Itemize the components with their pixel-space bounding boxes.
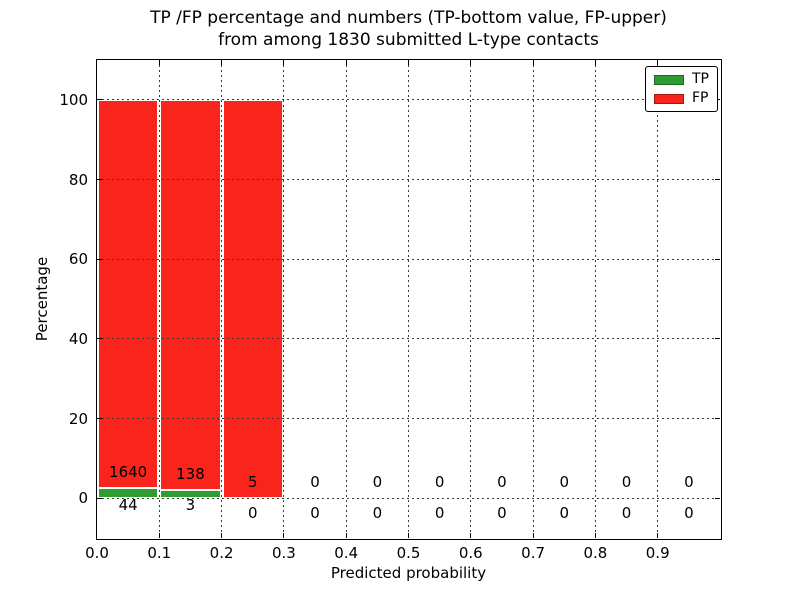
v-gridline (283, 60, 285, 538)
bar-segment-tp (98, 487, 159, 499)
y-tick-label: 20 (68, 409, 88, 428)
x-tick-label: 0.9 (645, 544, 670, 562)
x-tick-mark-bottom (657, 533, 659, 538)
tp-swatch-icon (654, 74, 684, 85)
x-tick-mark-top (221, 60, 223, 65)
fp-count-label: 0 (684, 473, 694, 492)
x-tick-mark-bottom (408, 533, 409, 538)
y-tick-label: 40 (68, 329, 88, 348)
fp-count-label: 0 (559, 473, 570, 492)
y-tick-label: 0 (78, 489, 88, 508)
fp-count-label: 138 (176, 464, 205, 483)
v-gridline (158, 60, 160, 538)
fp-count-label: 0 (621, 473, 632, 492)
tp-count-label: 0 (621, 504, 632, 523)
y-tick-mark-right (715, 338, 720, 340)
x-tick-mark-bottom (345, 533, 347, 538)
x-tick-mark-bottom (221, 533, 223, 538)
plot-area (95, 58, 722, 540)
v-gridline (594, 60, 596, 538)
v-gridline (408, 60, 409, 538)
tp-count-label: 3 (185, 496, 196, 515)
y-tick-mark-left (97, 99, 102, 101)
v-gridline (345, 60, 347, 538)
x-tick-label: 0.0 (85, 544, 109, 562)
v-gridline (221, 60, 223, 538)
y-axis-label: Percentage (33, 256, 51, 342)
x-tick-mark-top (470, 60, 472, 65)
x-tick-mark-bottom (594, 533, 596, 538)
y-tick-label: 100 (59, 90, 88, 109)
tp-count-label: 0 (434, 504, 445, 523)
legend-entry-fp: FP (654, 91, 709, 106)
y-tick-label: 80 (68, 170, 88, 189)
v-gridline (532, 60, 534, 538)
legend-entry-tp: TP (654, 72, 709, 87)
x-tick-mark-bottom (470, 533, 472, 538)
bar-segment-tp (160, 489, 221, 499)
bar-segment-fp (160, 99, 221, 490)
tp-count-label: 0 (372, 504, 383, 523)
chart-title: TP /FP percentage and numbers (TP-bottom… (97, 7, 720, 51)
x-tick-mark-top (532, 60, 534, 65)
x-tick-mark-top (345, 60, 347, 65)
x-tick-label: 0.3 (271, 544, 296, 562)
x-tick-label: 0.2 (209, 544, 234, 562)
tp-count-label: 0 (497, 504, 507, 523)
chart-title-line2: from among 1830 submitted L-type contact… (218, 30, 599, 50)
x-tick-label: 0.4 (334, 544, 359, 562)
fp-count-label: 0 (434, 473, 445, 492)
fp-count-label: 5 (247, 473, 258, 492)
bar-segment-fp (98, 99, 159, 488)
x-tick-mark-top (657, 60, 659, 65)
y-tick-label: 60 (68, 250, 88, 269)
fp-count-label: 0 (372, 473, 383, 492)
tp-count-label: 44 (118, 496, 138, 515)
fp-count-label: 1640 (109, 462, 148, 481)
x-axis-label: Predicted probability (330, 564, 487, 582)
x-tick-mark-top (283, 60, 285, 65)
x-tick-label: 0.5 (396, 544, 421, 562)
y-tick-mark-right (715, 179, 720, 180)
fp-count-label: 0 (310, 473, 320, 492)
y-tick-mark-right (715, 258, 720, 260)
chart-title-line1: TP /FP percentage and numbers (TP-bottom… (150, 8, 667, 28)
v-gridline (657, 60, 659, 538)
x-tick-mark-top (158, 60, 160, 65)
x-tick-label: 0.6 (458, 544, 483, 562)
tp-count-label: 0 (559, 504, 570, 523)
x-tick-mark-top (594, 60, 596, 65)
x-tick-label: 0.7 (521, 544, 546, 562)
x-tick-label: 0.1 (147, 544, 172, 562)
x-tick-mark-bottom (158, 533, 160, 538)
y-tick-mark-left (97, 497, 102, 499)
tp-count-label: 0 (310, 504, 320, 523)
tp-count-label: 0 (247, 504, 258, 523)
x-tick-mark-bottom (532, 533, 534, 538)
y-tick-mark-left (97, 418, 102, 419)
tp-count-label: 0 (684, 504, 694, 523)
y-tick-mark-right (715, 418, 720, 419)
y-tick-mark-left (97, 338, 102, 340)
fp-swatch-icon (654, 93, 684, 104)
x-tick-mark-bottom (283, 533, 285, 538)
y-tick-mark-left (97, 179, 102, 180)
legend-label-fp: FP (692, 90, 709, 106)
fp-count-label: 0 (497, 473, 507, 492)
bar-segment-fp (222, 99, 283, 499)
x-tick-mark-top (408, 60, 409, 65)
x-tick-label: 0.8 (583, 544, 608, 562)
y-tick-mark-left (97, 258, 102, 260)
y-tick-mark-right (715, 497, 720, 499)
legend-label-tp: TP (692, 71, 709, 87)
legend: TP FP (645, 66, 718, 112)
v-gridline (470, 60, 472, 538)
